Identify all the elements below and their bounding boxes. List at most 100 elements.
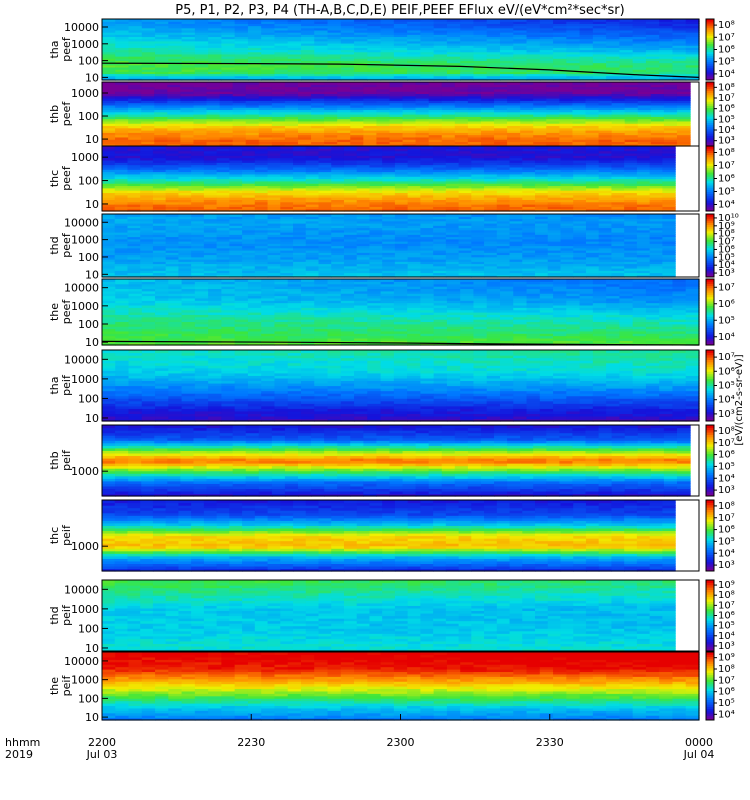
heatmap-cell — [356, 178, 371, 182]
heatmap-cell — [509, 206, 523, 210]
heatmap-cell — [585, 183, 600, 187]
heatmap-cell — [645, 29, 660, 33]
heatmap-cell — [128, 118, 142, 122]
heatmap-cell — [650, 134, 665, 138]
heatmap-cell — [433, 47, 448, 51]
heatmap-cell — [178, 229, 192, 233]
heatmap-cell — [585, 116, 600, 120]
heatmap-cell — [208, 73, 222, 77]
heatmap-cell — [547, 190, 562, 194]
heatmap-cell — [140, 250, 154, 253]
heatmap-cell — [606, 77, 620, 81]
heatmap-cell — [460, 38, 475, 42]
heatmap-cell — [254, 214, 269, 217]
heatmap-cell — [181, 38, 196, 42]
heatmap-cell — [258, 139, 273, 143]
heatmap-cell — [533, 116, 547, 120]
heatmap-cell — [298, 125, 312, 129]
heatmap-cell — [637, 100, 652, 104]
heatmap-cell — [311, 141, 325, 145]
heatmap-cell — [380, 51, 395, 55]
heatmap-cell — [216, 220, 230, 224]
heatmap-cell — [331, 236, 345, 240]
heatmap-cell — [168, 64, 183, 68]
heatmap-cell — [181, 25, 196, 29]
heatmap-cell — [152, 171, 167, 175]
heatmap-cell — [553, 32, 567, 35]
heatmap-cell — [547, 208, 562, 212]
heatmap-cell — [267, 185, 281, 189]
heatmap-cell — [507, 91, 521, 95]
heatmap-cell — [454, 120, 469, 124]
heatmap-cell — [598, 183, 613, 187]
heatmap-cell — [649, 162, 663, 166]
heatmap-cell — [369, 256, 383, 260]
heatmap-cell — [194, 47, 209, 51]
heatmap-cell — [114, 173, 129, 177]
heatmap-cell — [471, 201, 485, 205]
heatmap-cell — [636, 180, 651, 184]
heatmap-cell — [624, 107, 639, 111]
heatmap-cell — [141, 47, 156, 51]
heatmap-cell — [526, 58, 541, 61]
heatmap-cell — [287, 29, 302, 33]
heatmap-cell — [247, 75, 262, 79]
heatmap-cell — [592, 69, 607, 72]
heatmap-cell — [407, 36, 421, 40]
colorbar-segment — [706, 25, 714, 28]
heatmap-cell — [546, 100, 560, 104]
heatmap-cell — [428, 102, 443, 106]
heatmap-cell — [535, 250, 549, 253]
heatmap-cell — [484, 155, 498, 159]
heatmap-cell — [520, 100, 534, 104]
heatmap-cell — [382, 227, 396, 231]
heatmap-cell — [454, 118, 469, 122]
heatmap-cell — [261, 51, 276, 55]
heatmap-cell — [305, 245, 320, 249]
heatmap-cell — [165, 229, 180, 233]
heatmap-cell — [547, 220, 562, 224]
heatmap-cell — [127, 225, 141, 229]
heatmap-cell — [216, 178, 230, 182]
heatmap-cell — [343, 216, 358, 220]
heatmap-cell — [445, 268, 460, 271]
heatmap-cell — [115, 62, 130, 66]
heatmap-cell — [128, 84, 142, 88]
heatmap-cell — [535, 169, 549, 173]
heatmap-cell — [114, 236, 129, 240]
heatmap-cell — [340, 38, 355, 42]
heatmap-cell — [611, 185, 625, 189]
heatmap-cell — [305, 157, 320, 161]
heatmap-cell — [354, 64, 368, 68]
heatmap-cell — [114, 190, 129, 194]
heatmap-cell — [389, 111, 404, 115]
heatmap-cell — [441, 102, 456, 106]
heatmap-cell — [458, 192, 472, 196]
heatmap-cell — [242, 180, 256, 184]
heatmap-cell — [407, 157, 421, 161]
heatmap-cell — [152, 247, 167, 251]
heatmap-cell — [354, 27, 368, 31]
heatmap-cell — [343, 214, 358, 217]
heatmap-cell — [445, 274, 460, 278]
heatmap-cell — [314, 53, 329, 57]
heatmap-cell — [102, 225, 116, 229]
heatmap-cell — [585, 176, 600, 180]
heatmap-cell — [685, 60, 700, 64]
heatmap-cell — [261, 29, 276, 33]
heatmap-cell — [340, 36, 355, 40]
heatmap-cell — [356, 192, 371, 196]
heatmap-cell — [203, 166, 218, 170]
heatmap-cell — [369, 223, 383, 226]
heatmap-cell — [645, 36, 660, 40]
heatmap-cell — [611, 199, 625, 203]
heatmap-cell — [446, 69, 461, 72]
heatmap-cell — [340, 21, 355, 24]
heatmap-cell — [446, 25, 461, 29]
heatmap-cell — [254, 261, 269, 265]
heatmap-cell — [324, 118, 338, 122]
heatmap-cell — [509, 180, 523, 184]
heatmap-cell — [619, 77, 634, 81]
heatmap-cell — [247, 19, 262, 22]
heatmap-cell — [592, 64, 607, 68]
